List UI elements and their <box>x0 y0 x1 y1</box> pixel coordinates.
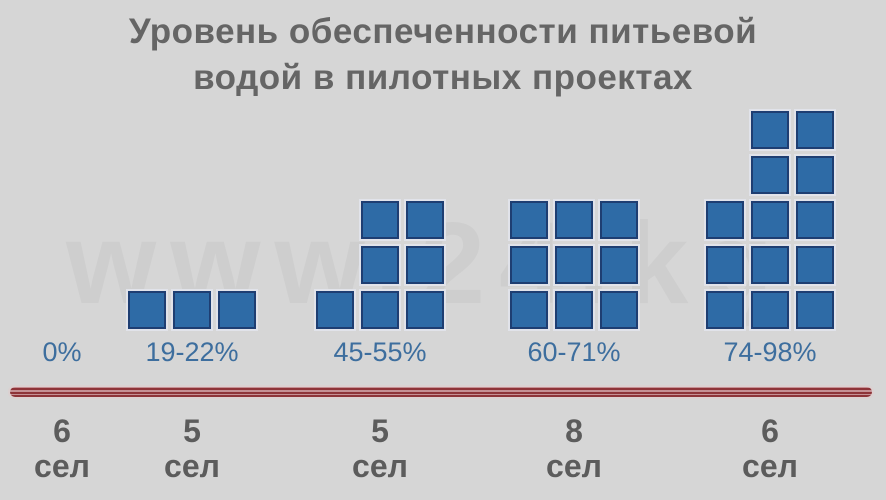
red-divider-line <box>10 387 872 397</box>
water-unit-square-icon <box>751 291 789 329</box>
percent-range-label: 0% <box>42 337 82 367</box>
water-unit-square-icon <box>316 291 354 329</box>
water-unit-square-icon <box>706 291 744 329</box>
water-unit-square-icon <box>361 246 399 284</box>
water-unit-square-icon <box>706 201 744 239</box>
villages-unit-text: сел <box>546 448 602 484</box>
water-unit-square-icon <box>796 291 834 329</box>
villages-count-label: 6 сел <box>34 414 90 484</box>
square-group-4 <box>510 201 638 329</box>
water-unit-square-icon <box>555 246 593 284</box>
water-unit-square-icon <box>796 246 834 284</box>
villages-count-label: 5 сел <box>352 414 408 484</box>
square-group-2 <box>128 291 256 329</box>
water-unit-square-icon <box>406 246 444 284</box>
percent-range-label: 74-98% <box>723 337 817 367</box>
villages-unit-text: сел <box>352 448 408 484</box>
square-row <box>316 291 444 329</box>
villages-count-label: 8 сел <box>546 414 602 484</box>
water-unit-square-icon <box>173 291 211 329</box>
square-row <box>706 246 834 284</box>
water-unit-square-icon <box>796 201 834 239</box>
water-unit-square-icon <box>796 111 834 149</box>
villages-unit-text: сел <box>34 448 90 484</box>
square-group-3 <box>316 201 444 329</box>
chart-title-line1: Уровень обеспеченности питьевой <box>128 12 758 51</box>
water-unit-square-icon <box>406 291 444 329</box>
villages-unit-text: сел <box>742 448 798 484</box>
villages-count-number: 5 <box>371 413 389 449</box>
water-unit-square-icon <box>600 291 638 329</box>
water-unit-square-icon <box>751 201 789 239</box>
water-unit-square-icon <box>510 201 548 239</box>
water-unit-square-icon <box>751 246 789 284</box>
water-unit-square-icon <box>218 291 256 329</box>
water-unit-square-icon <box>751 111 789 149</box>
chart-title: Уровень обеспеченности питьевой водой в … <box>0 9 886 101</box>
square-row <box>510 201 638 239</box>
water-unit-square-icon <box>555 201 593 239</box>
villages-count-number: 6 <box>761 413 779 449</box>
water-unit-square-icon <box>796 156 834 194</box>
chart-title-line2: водой в пилотных проектах <box>193 58 693 98</box>
water-unit-square-icon <box>555 291 593 329</box>
square-row <box>510 291 638 329</box>
water-unit-square-icon <box>751 156 789 194</box>
villages-count-number: 5 <box>183 413 201 449</box>
villages-count-number: 8 <box>565 413 583 449</box>
water-unit-square-icon <box>510 246 548 284</box>
percent-range-label: 60-71% <box>527 337 621 367</box>
water-unit-square-icon <box>600 201 638 239</box>
square-row <box>316 246 444 284</box>
square-row <box>706 291 834 329</box>
water-unit-square-icon <box>361 201 399 239</box>
square-row <box>706 201 834 239</box>
water-unit-square-icon <box>600 246 638 284</box>
villages-count-number: 6 <box>53 413 71 449</box>
water-unit-square-icon <box>706 246 744 284</box>
water-unit-square-icon <box>361 291 399 329</box>
square-group-5 <box>706 111 834 329</box>
villages-unit-text: сел <box>164 448 220 484</box>
percent-range-label: 45-55% <box>333 337 427 367</box>
water-unit-square-icon <box>510 291 548 329</box>
square-row <box>128 291 256 329</box>
percent-range-label: 19-22% <box>145 337 239 367</box>
villages-count-label: 6 сел <box>742 414 798 484</box>
square-row <box>316 201 444 239</box>
water-unit-square-icon <box>406 201 444 239</box>
square-row <box>706 111 834 149</box>
villages-count-label: 5 сел <box>164 414 220 484</box>
square-row <box>706 156 834 194</box>
water-unit-square-icon <box>128 291 166 329</box>
square-row <box>510 246 638 284</box>
